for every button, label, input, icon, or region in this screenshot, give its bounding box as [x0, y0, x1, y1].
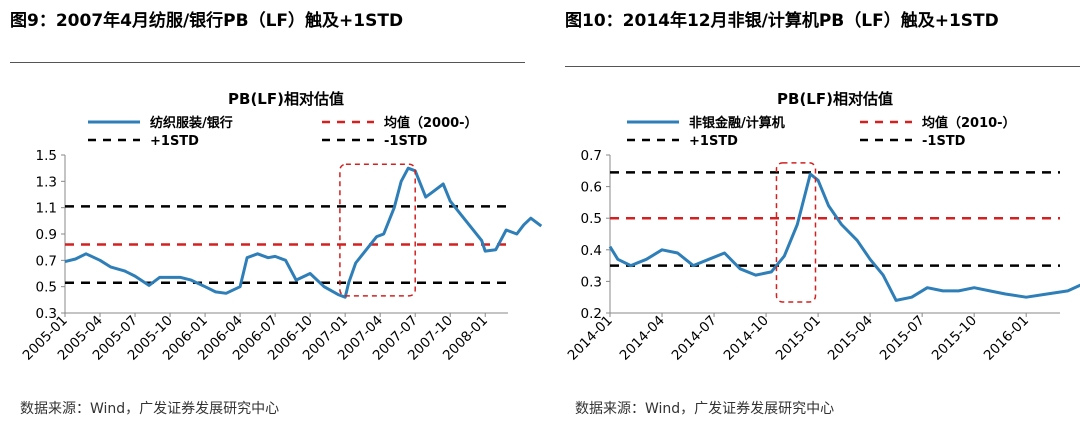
y-tick-label: 1.1 [36, 201, 57, 217]
highlight-box [775, 162, 817, 303]
legend-label: -1STD [384, 134, 428, 149]
y-tick-label: 0.5 [36, 280, 57, 296]
x-tick-label: 2014-07 [669, 313, 720, 364]
legend-label: +1STD [150, 134, 199, 149]
legend-label: 非银金融/计算机 [689, 115, 785, 131]
legend-label: 均值（2010-） [922, 115, 1016, 131]
title-rule [565, 66, 1080, 67]
series-line [608, 172, 1080, 302]
legend-label: 纺织服装/银行 [150, 115, 233, 131]
figure-right: 图10：2014年12月非银/计算机PB（LF）触及+1STD PB(LF)相对… [555, 0, 1080, 429]
x-tick-label: 2014-10 [721, 313, 772, 364]
y-tick-label: 0.6 [581, 180, 602, 196]
y-tick-label: 0.2 [581, 306, 602, 322]
y-tick-label: 0.4 [581, 243, 602, 259]
y-tick-label: 0.3 [581, 274, 602, 290]
chart-title: PB(LF)相对估值 [777, 90, 893, 108]
x-tick-label: 2015-01 [773, 313, 824, 364]
x-tick-label: 2015-04 [825, 313, 876, 364]
title-rule [10, 62, 525, 63]
legend-label: +1STD [689, 134, 738, 149]
figure-title: 图9：2007年4月纺服/银行PB（LF）触及+1STD [10, 11, 404, 31]
x-tick-label: 2016-01 [981, 313, 1032, 364]
legend-label: 均值（2000-） [384, 115, 478, 131]
source-note: 数据来源：Wind，广发证券发展研究中心 [20, 401, 280, 417]
figure-left: 图9：2007年4月纺服/银行PB（LF）触及+1STD PB(LF)相对估值纺… [0, 0, 543, 429]
x-tick-label: 2014-04 [617, 313, 668, 364]
x-tick-label: 2015-07 [877, 313, 928, 364]
y-tick-label: 0.3 [36, 306, 57, 322]
y-tick-label: 0.7 [36, 253, 57, 269]
figure-title: 图10：2014年12月非银/计算机PB（LF）触及+1STD [565, 11, 999, 31]
chart-title: PB(LF)相对估值 [228, 90, 344, 108]
y-tick-label: 1.5 [36, 148, 57, 164]
y-tick-label: 0.9 [36, 227, 57, 243]
source-note: 数据来源：Wind，广发证券发展研究中心 [575, 401, 835, 417]
y-tick-label: 0.7 [581, 148, 602, 164]
highlight-box [339, 163, 416, 297]
y-tick-label: 1.3 [36, 174, 57, 190]
legend-label: -1STD [922, 134, 966, 149]
y-tick-label: 0.5 [581, 211, 602, 227]
series-line [64, 166, 543, 299]
x-tick-label: 2015-10 [929, 313, 980, 364]
